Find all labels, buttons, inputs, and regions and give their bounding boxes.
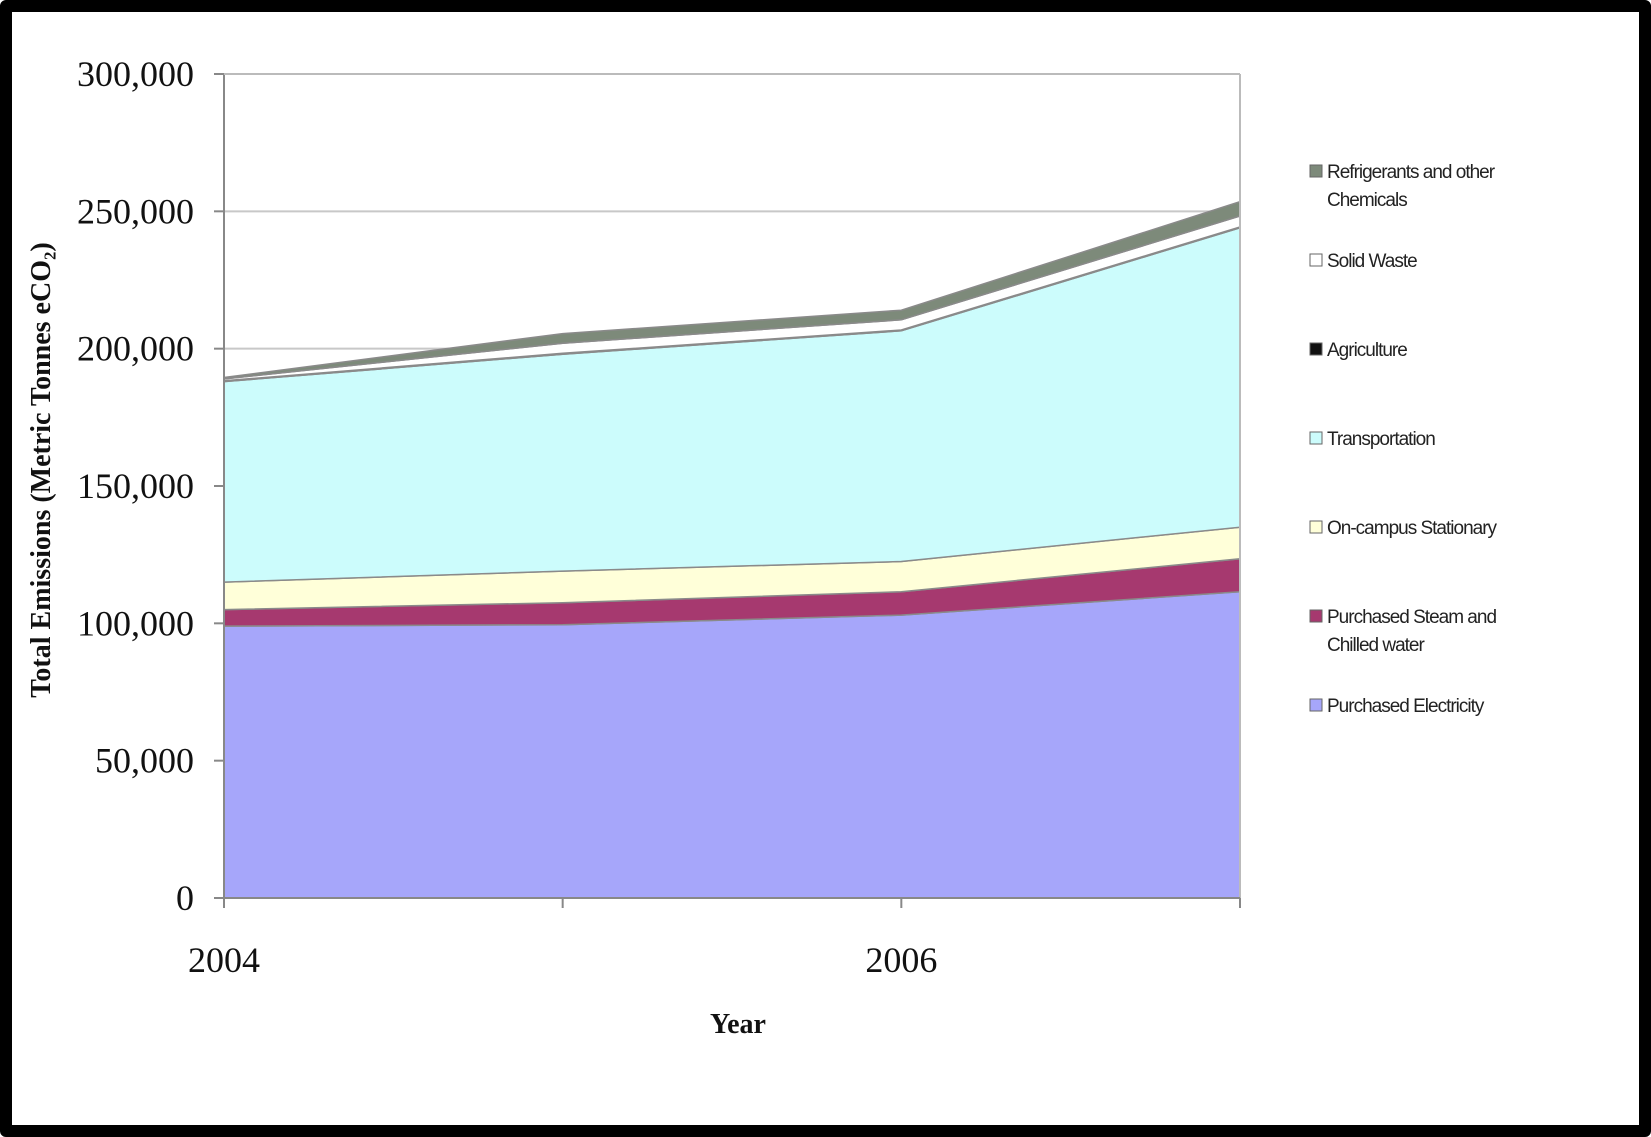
legend-swatch bbox=[1309, 342, 1323, 356]
legend-label: Transportation bbox=[1327, 429, 1435, 450]
legend-label-line: Chilled water bbox=[1327, 635, 1425, 656]
legend-label-line: Agriculture bbox=[1327, 340, 1407, 361]
legend-label-line: Refrigerants and other bbox=[1327, 162, 1496, 183]
area-purchased-electricity bbox=[223, 590, 1241, 899]
legend: Refrigerants and other Chemicals Solid Was… bbox=[1309, 162, 1499, 717]
y-tick-label-5: 250,000 bbox=[77, 191, 194, 231]
legend-label-line: Purchased Steam and bbox=[1327, 607, 1496, 628]
legend-item-purchased-steam-and-chilled-water: Purchased Steam and Chilled water bbox=[1309, 607, 1497, 656]
x-tick-labels: 2004 2006 bbox=[188, 940, 937, 980]
legend-label-line: Solid Waste bbox=[1327, 251, 1417, 272]
y-tick-label-2: 100,000 bbox=[77, 603, 194, 643]
legend-label: Refrigerants and other Chemicals bbox=[1327, 162, 1496, 211]
legend-label: Purchased Steam and Chilled water bbox=[1327, 607, 1496, 656]
legend-label: On-campus Stationary bbox=[1327, 518, 1498, 539]
y-tick-label-0: 0 bbox=[176, 878, 194, 918]
legend-swatch bbox=[1309, 609, 1323, 623]
x-axis-title: Year bbox=[710, 1009, 766, 1040]
legend-label-line: Purchased Electricity bbox=[1327, 696, 1485, 717]
y-axis-title: Total Emissions (Metric Tonnes eCO₂) bbox=[26, 242, 57, 697]
y-tick-label-6: 300,000 bbox=[77, 54, 194, 94]
legend-item-purchased-electricity: Purchased Electricity bbox=[1309, 696, 1486, 717]
legend-label: Purchased Electricity bbox=[1327, 696, 1485, 717]
legend-label-line: On-campus Stationary bbox=[1327, 518, 1498, 539]
y-tick-labels: 0 50,000 100,000 150,000 200,000 250,000 300,0… bbox=[77, 54, 194, 918]
legend-item-solid-waste: Solid Waste bbox=[1309, 251, 1418, 272]
x-tick-label-0: 2004 bbox=[188, 940, 260, 980]
legend-swatch bbox=[1309, 520, 1323, 534]
legend-swatch bbox=[1309, 164, 1323, 178]
legend-label: Solid Waste bbox=[1327, 251, 1417, 272]
legend-label: Agriculture bbox=[1327, 340, 1407, 361]
x-tick-label-2: 2006 bbox=[865, 940, 937, 980]
legend-item-transportation: Transportation bbox=[1309, 429, 1436, 450]
area-transportation bbox=[223, 226, 1241, 583]
legend-swatch bbox=[1309, 253, 1323, 267]
legend-label-line: Transportation bbox=[1327, 429, 1435, 450]
legend-label-line: Chemicals bbox=[1327, 190, 1407, 211]
legend-item-on-campus-stationary: On-campus Stationary bbox=[1309, 518, 1499, 539]
legend-item-refrigerants-and-other-chemicals: Refrigerants and other Chemicals bbox=[1309, 162, 1497, 211]
y-tick-label-1: 50,000 bbox=[95, 741, 194, 781]
axes bbox=[214, 73, 1241, 908]
legend-swatch bbox=[1309, 698, 1323, 712]
legend-item-agriculture: Agriculture bbox=[1309, 340, 1408, 361]
legend-swatch bbox=[1309, 431, 1323, 445]
y-tick-label-3: 150,000 bbox=[77, 466, 194, 506]
y-tick-label-4: 200,000 bbox=[77, 329, 194, 369]
stacked-areas bbox=[223, 200, 1241, 899]
